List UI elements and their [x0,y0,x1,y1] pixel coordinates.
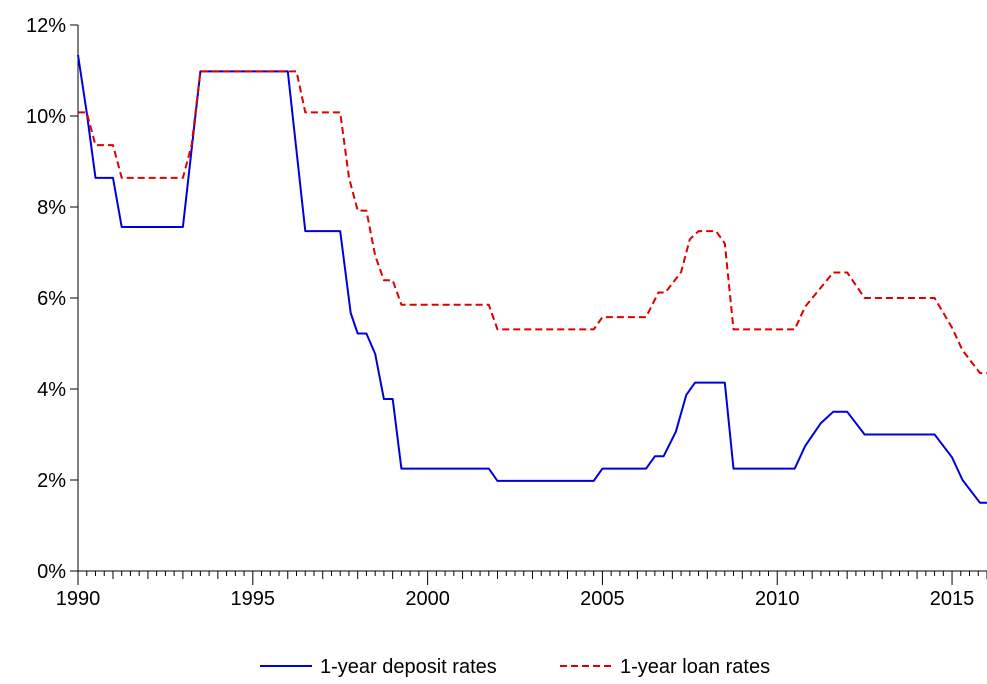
x-axis: 1990 1995 2000 2005 2010 2015 [56,571,987,610]
y-tick-label: 12% [26,15,66,37]
x-tick-label: 2005 [580,588,625,610]
legend-label-deposit: 1-year deposit rates [320,656,497,678]
x-tick-label: 2010 [755,588,800,610]
y-tick-label: 4% [37,379,66,401]
x-tick-label: 1995 [231,588,276,610]
y-tick-label: 0% [37,561,66,583]
y-tick-label: 10% [26,106,66,128]
chart-series [78,55,987,503]
series-line-deposit [78,55,987,503]
series-line-loan [78,71,987,373]
y-axis: 0% 2% 4% 6% 8% 10% 12% [26,15,78,583]
y-tick-label: 6% [37,288,66,310]
legend-item-loan: 1-year loan rates [560,656,770,678]
legend: 1-year deposit rates 1-year loan rates [260,656,770,678]
x-tick-label: 2000 [405,588,450,610]
legend-item-deposit: 1-year deposit rates [260,656,497,678]
y-tick-label: 8% [37,197,66,219]
y-tick-label: 2% [37,470,66,492]
x-tick-label: 1990 [56,588,101,610]
legend-label-loan: 1-year loan rates [620,656,770,678]
x-tick-label: 2015 [930,588,975,610]
